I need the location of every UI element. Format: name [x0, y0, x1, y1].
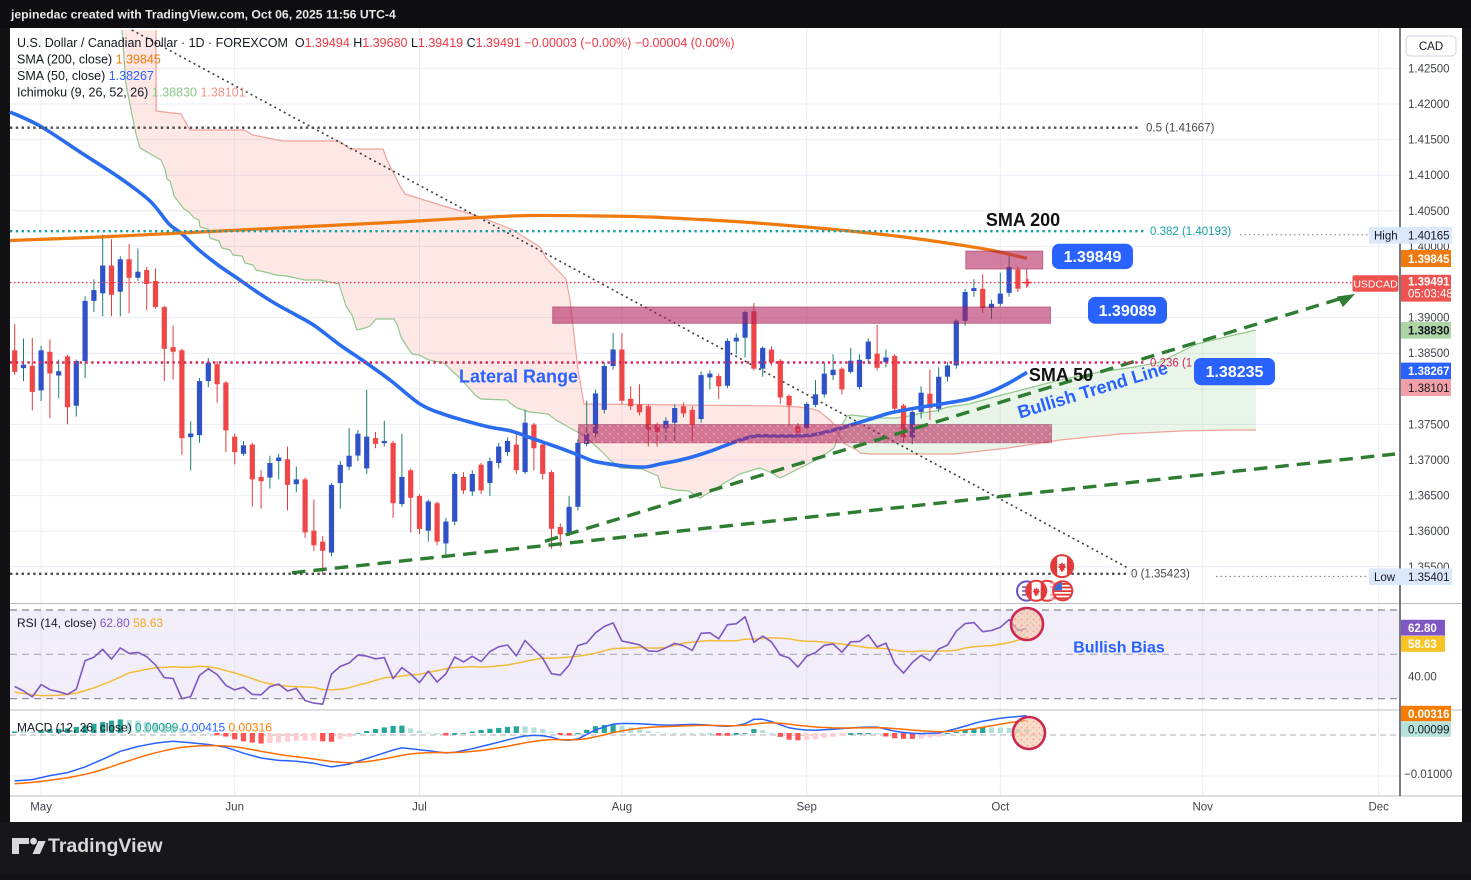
svg-text:Jul: Jul	[412, 802, 427, 814]
svg-text:1.39849: 1.39849	[1064, 249, 1122, 266]
svg-text:1.41000: 1.41000	[1408, 170, 1450, 182]
svg-text:1.40500: 1.40500	[1408, 206, 1450, 218]
svg-text:1.38267: 1.38267	[1408, 366, 1450, 378]
svg-text:SMA (200, close) 1.39845: SMA (200, close) 1.39845	[17, 53, 161, 67]
svg-text:1.39089: 1.39089	[1099, 303, 1157, 320]
svg-text:Aug: Aug	[612, 802, 632, 814]
svg-text:TradingView: TradingView	[48, 835, 163, 857]
svg-text:Oct: Oct	[991, 802, 1010, 814]
svg-text:62.80: 62.80	[1408, 623, 1437, 635]
svg-text:58.63: 58.63	[1408, 639, 1437, 651]
svg-text:RSI (14, close) 62.80 58.63: RSI (14, close) 62.80 58.63	[17, 616, 163, 630]
svg-text:1.36000: 1.36000	[1408, 526, 1450, 538]
svg-text:0.382 (1.40193): 0.382 (1.40193)	[1150, 226, 1231, 238]
svg-text:Ichimoku (9, 26, 52, 26) 1.388: Ichimoku (9, 26, 52, 26) 1.38830 1.38101	[17, 86, 246, 100]
svg-text:1.37500: 1.37500	[1408, 419, 1450, 431]
svg-text:1.42500: 1.42500	[1408, 63, 1450, 75]
svg-text:CAD: CAD	[1419, 41, 1443, 53]
svg-text:SMA (50, close) 1.38267: SMA (50, close) 1.38267	[17, 69, 154, 83]
svg-text:0 (1.35423): 0 (1.35423)	[1131, 569, 1190, 581]
svg-text:1.39845: 1.39845	[1408, 254, 1450, 266]
svg-text:jepinedac created with Trading: jepinedac created with TradingView.com, …	[10, 8, 396, 22]
svg-text:MACD (12, 26, close) 0.00099 0: MACD (12, 26, close) 0.00099 0.00415 0.0…	[17, 721, 272, 735]
svg-text:Bullish Bias: Bullish Bias	[1073, 640, 1165, 657]
svg-text:−0.01000: −0.01000	[1404, 769, 1452, 781]
svg-text:1.41500: 1.41500	[1408, 135, 1450, 147]
svg-text:1.36500: 1.36500	[1408, 491, 1450, 503]
svg-text:0.00316: 0.00316	[1408, 709, 1450, 721]
svg-text:1.38500: 1.38500	[1408, 348, 1450, 360]
svg-text:May: May	[30, 802, 52, 814]
svg-text:SMA 50: SMA 50	[1029, 365, 1093, 385]
svg-text:Lateral Range: Lateral Range	[459, 367, 578, 387]
svg-text:05:03:48: 05:03:48	[1408, 289, 1453, 301]
svg-text:High: High	[1374, 231, 1398, 243]
svg-text:1.38235: 1.38235	[1206, 364, 1264, 381]
svg-text:Low: Low	[1374, 572, 1396, 584]
svg-text:U.S. Dollar / Canadian Dollar: U.S. Dollar / Canadian Dollar · 1D · FOR…	[17, 36, 735, 50]
svg-text:1.38830: 1.38830	[1408, 326, 1450, 338]
svg-text:0.00099: 0.00099	[1408, 724, 1450, 736]
svg-text:1.37000: 1.37000	[1408, 455, 1450, 467]
svg-text:Dec: Dec	[1368, 802, 1389, 814]
svg-text:1.39000: 1.39000	[1408, 313, 1450, 325]
svg-text:Sep: Sep	[796, 802, 816, 814]
svg-text:40.00: 40.00	[1408, 671, 1437, 683]
svg-text:1.40165: 1.40165	[1408, 231, 1450, 243]
svg-text:1.42000: 1.42000	[1408, 99, 1450, 111]
svg-text:0.236 (1: 0.236 (1	[1150, 357, 1192, 369]
svg-text:1.38101: 1.38101	[1408, 383, 1450, 395]
svg-text:USDCAD: USDCAD	[1353, 279, 1398, 291]
svg-text:Jun: Jun	[225, 802, 244, 814]
svg-text:Nov: Nov	[1192, 802, 1213, 814]
svg-text:0.5 (1.41667): 0.5 (1.41667)	[1146, 123, 1215, 135]
svg-text:1.39491: 1.39491	[1408, 277, 1450, 289]
svg-text:SMA 200: SMA 200	[986, 210, 1060, 230]
svg-text:1.35401: 1.35401	[1408, 572, 1450, 584]
